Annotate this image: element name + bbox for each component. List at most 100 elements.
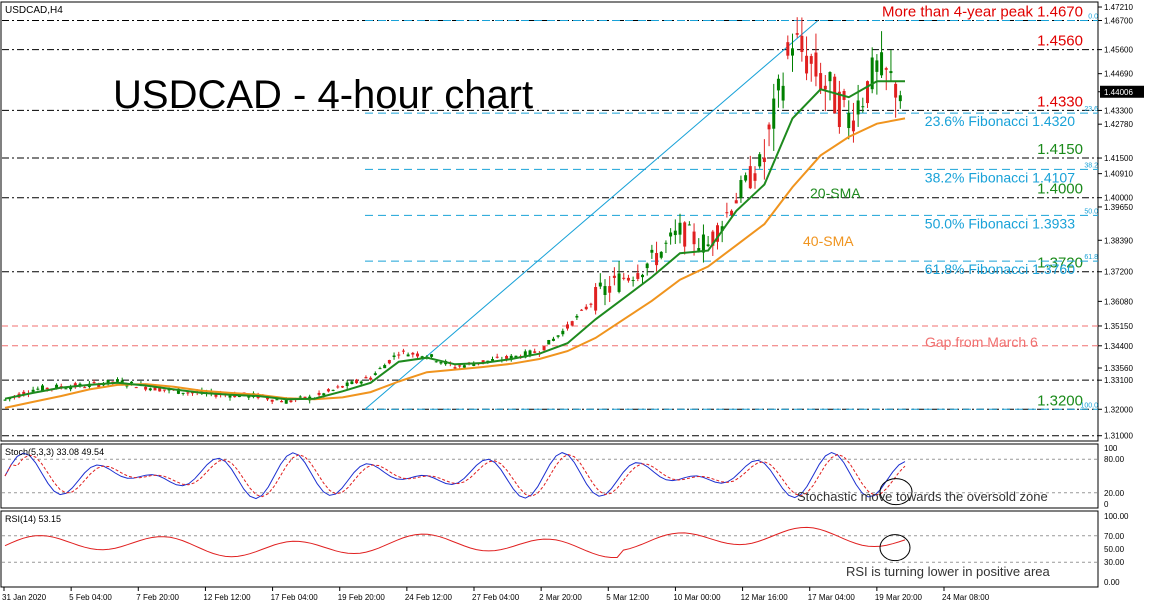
candle-body xyxy=(758,154,762,167)
rsi-tick-label: 0.00 xyxy=(1104,578,1120,587)
gap-label: Gap from March 6 xyxy=(925,334,1038,350)
time-tick-label: 12 Feb 12:00 xyxy=(203,593,251,602)
candle-body xyxy=(387,360,391,364)
candle-body xyxy=(134,387,138,389)
stoch-note: Stochastic move towards the oversold zon… xyxy=(797,489,1048,504)
stoch-tick-label: 100 xyxy=(1104,444,1118,453)
candle-body xyxy=(486,360,490,362)
candle-body xyxy=(116,379,119,382)
candle-body xyxy=(880,52,884,76)
candle-body xyxy=(373,373,377,375)
candle-body xyxy=(523,351,527,358)
candle-body xyxy=(772,98,776,129)
candle-body xyxy=(430,354,434,357)
chart-title: USDCAD - 4-hour chart xyxy=(113,73,533,117)
candle-body xyxy=(73,383,77,388)
candle-body xyxy=(280,401,284,403)
time-tick-label: 31 Jan 2020 xyxy=(2,593,47,602)
candle-body xyxy=(472,363,476,366)
fib-pct-label: 0.0 xyxy=(1088,14,1098,21)
candle-body xyxy=(626,277,630,281)
candle-body xyxy=(97,383,101,388)
candle-body xyxy=(575,315,579,318)
candle-body xyxy=(439,362,443,364)
price-tick-label: 1.31000 xyxy=(1104,432,1133,441)
candle-body xyxy=(655,253,659,266)
candle-body xyxy=(701,234,705,253)
candle-body xyxy=(505,356,509,359)
main-panel-frame xyxy=(0,1,1099,442)
candle-body xyxy=(603,286,607,295)
stoch-highlight-circle xyxy=(879,478,913,506)
candle-body xyxy=(176,388,180,394)
candle-body xyxy=(786,42,790,56)
rsi-tick-label: 50.00 xyxy=(1104,545,1125,554)
candle-body xyxy=(823,85,827,90)
candle-body xyxy=(514,355,518,358)
stoch-label: Stoch(5,3,3) 33.08 49.54 xyxy=(5,447,104,457)
candle-body xyxy=(884,68,888,70)
candle-body xyxy=(730,210,734,215)
candle-body xyxy=(92,382,96,384)
candle-body xyxy=(336,386,340,388)
candle-body xyxy=(706,244,710,247)
candle-body xyxy=(411,352,415,355)
candle-body xyxy=(284,399,288,404)
price-tick-label: 1.34400 xyxy=(1104,342,1133,351)
rsi-tick-label: 100.00 xyxy=(1104,512,1129,521)
price-tick-label: 1.45600 xyxy=(1104,46,1133,55)
candle-body xyxy=(266,397,269,400)
candle-body xyxy=(828,72,832,82)
price-tick-label: 1.46700 xyxy=(1104,17,1133,26)
rsi-label: RSI(14) 53.15 xyxy=(5,514,61,524)
fib-pct-label: 50.0 xyxy=(1084,208,1098,215)
candle-body xyxy=(528,350,532,355)
candle-body xyxy=(298,396,302,398)
candle-body xyxy=(158,387,162,392)
stochastic-panel: 100 80.00 20.00 0 xyxy=(2,444,1125,509)
candle-body xyxy=(795,33,799,35)
candle-body xyxy=(181,392,185,394)
candle-body xyxy=(556,335,560,337)
candle-body xyxy=(570,321,574,326)
candle-body xyxy=(645,263,649,269)
time-tick-label: 17 Mar 04:00 xyxy=(808,593,856,602)
price-tick-label: 1.44006 xyxy=(1104,88,1133,97)
level-label: 1.3200 xyxy=(1037,392,1083,409)
candle-body xyxy=(270,399,274,402)
sma20-label: 20-SMA xyxy=(810,185,861,201)
time-tick-label: 19 Mar 20:00 xyxy=(875,593,923,602)
sma20-line xyxy=(4,80,905,401)
level-label: 1.4330 xyxy=(1037,93,1083,110)
candle-body xyxy=(851,120,855,132)
candle-body xyxy=(589,303,593,305)
candle-body xyxy=(748,166,752,189)
candle-body xyxy=(406,354,410,357)
candle-body xyxy=(875,60,879,72)
fib-trendline xyxy=(364,20,819,410)
candle-body xyxy=(341,386,344,388)
candle-body xyxy=(617,273,621,292)
candle-body xyxy=(289,400,293,403)
price-tick-label: 1.40910 xyxy=(1104,170,1133,179)
candle-body xyxy=(866,81,869,104)
candle-body xyxy=(397,354,401,356)
candle-body xyxy=(725,212,729,214)
rsi-note: RSI is turning lower in positive area xyxy=(846,564,1051,579)
candle-body xyxy=(83,387,87,389)
candle-body xyxy=(898,95,902,102)
candle-body xyxy=(64,388,68,390)
candle-body xyxy=(162,389,166,391)
sma40-label: 40-SMA xyxy=(803,233,854,249)
fib-pct-label: 61.8 xyxy=(1084,254,1098,261)
candle-body xyxy=(350,381,354,385)
rsi-panel: 100.00 70.00 50.00 30.00 0.00 xyxy=(2,512,1129,587)
candle-body xyxy=(533,351,537,353)
candle-body xyxy=(889,71,893,74)
candle-body xyxy=(767,124,771,130)
price-tick-label: 1.38390 xyxy=(1104,236,1133,245)
candle-body xyxy=(673,230,677,236)
candle-body xyxy=(683,222,687,247)
candle-body xyxy=(650,249,654,253)
rsi-tick-label: 70.00 xyxy=(1104,532,1125,541)
